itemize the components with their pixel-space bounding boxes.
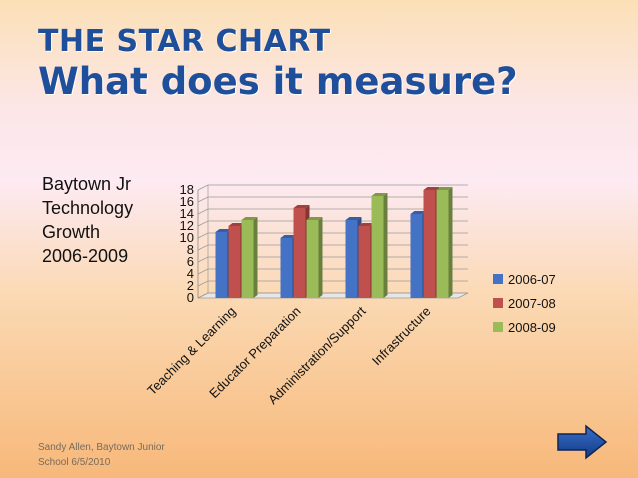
footer-credit: Sandy Allen, Baytown Junior School 6/5/2… xyxy=(38,440,165,470)
right-arrow-icon xyxy=(557,424,608,460)
y-tick-label: 16 xyxy=(180,194,194,209)
legend-label: 2008-09 xyxy=(508,320,556,335)
y-tick-label: 0 xyxy=(187,290,194,305)
y-tick-label: 18 xyxy=(180,182,194,197)
bar-side xyxy=(383,193,388,298)
legend-swatch xyxy=(493,274,503,284)
bar-top xyxy=(241,217,258,220)
bar-top xyxy=(371,193,388,196)
bar xyxy=(371,196,384,298)
bar-side xyxy=(253,217,258,298)
footer-line: School 6/5/2010 xyxy=(38,457,111,468)
legend-swatch xyxy=(493,298,503,308)
bar-top xyxy=(280,235,297,238)
y-tick-label: 8 xyxy=(187,242,194,257)
y-tick-label: 4 xyxy=(187,266,194,281)
next-slide-button[interactable] xyxy=(556,424,608,460)
bar-top xyxy=(306,217,323,220)
bar xyxy=(436,190,449,298)
y-tick-label: 14 xyxy=(180,206,194,221)
bar xyxy=(241,220,254,298)
slide-title-line1: THE STAR CHART xyxy=(38,24,331,59)
side-label-line: Growth xyxy=(42,222,101,242)
bar-top xyxy=(423,187,440,190)
bar xyxy=(306,220,319,298)
bar-side xyxy=(448,187,453,298)
bar-top xyxy=(358,223,375,226)
bar-side xyxy=(318,217,323,298)
bar xyxy=(293,208,306,298)
bar xyxy=(228,226,241,298)
bar xyxy=(345,220,358,298)
slide-title-line2: What does it measure? xyxy=(38,60,518,103)
side-label-line: Baytown Jr xyxy=(42,174,132,194)
bar-top xyxy=(410,211,427,214)
side-label-line: 2006-2009 xyxy=(42,246,129,266)
bar-top xyxy=(436,187,453,190)
legend-label: 2007-08 xyxy=(508,296,556,311)
footer-line: Sandy Allen, Baytown Junior xyxy=(38,442,165,453)
bar xyxy=(358,226,371,298)
legend-swatch xyxy=(493,322,503,332)
bar xyxy=(410,214,423,298)
x-category-label: Infrastructure xyxy=(369,304,434,369)
title-block: THE STAR CHART What does it measure? xyxy=(38,26,518,104)
bar-top xyxy=(345,217,362,220)
y-tick-label: 10 xyxy=(180,230,194,245)
bar xyxy=(215,232,228,298)
bar xyxy=(423,190,436,298)
bar-top xyxy=(215,229,232,232)
legend-label: 2006-07 xyxy=(508,272,556,287)
y-tick-label: 12 xyxy=(180,218,194,233)
side-label-line: Technology xyxy=(42,198,134,218)
y-tick-label: 6 xyxy=(187,254,194,269)
bar xyxy=(280,238,293,298)
bar-top xyxy=(228,223,245,226)
bar-top xyxy=(293,205,310,208)
y-tick-label: 2 xyxy=(187,278,194,293)
chart-side-label: Baytown Jr Technology Growth 2006-2009 xyxy=(42,172,162,268)
